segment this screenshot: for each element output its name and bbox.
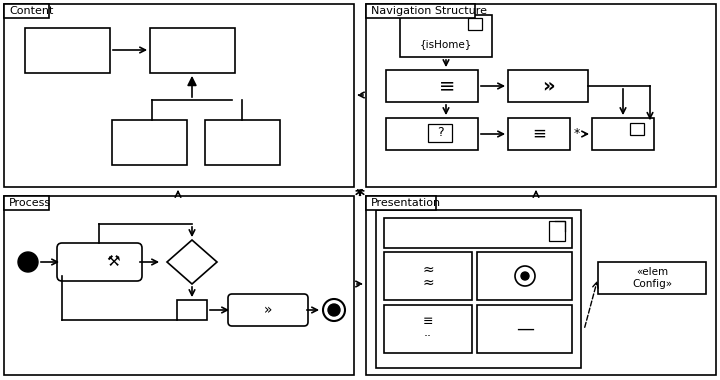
Circle shape [521,272,529,280]
Bar [366,4,716,187]
Bar [366,4,475,18]
Text: {isHome}: {isHome} [420,39,472,49]
Bar [386,70,478,102]
Polygon shape [167,240,217,284]
Text: ≡: ≡ [438,76,455,95]
Circle shape [18,252,38,272]
Bar [177,300,207,320]
Bar [384,218,572,248]
Text: »: » [541,76,554,95]
Text: ≡
··: ≡ ·· [423,315,433,343]
Bar [205,120,280,165]
Bar [477,252,572,300]
Text: Process: Process [9,198,51,208]
Bar [384,252,472,300]
Circle shape [515,266,535,286]
Bar [25,28,110,73]
Bar [112,120,187,165]
Bar [508,118,570,150]
Text: ≡: ≡ [532,125,546,143]
FancyBboxPatch shape [57,243,142,281]
Text: Content: Content [9,6,53,16]
Bar [384,305,472,353]
Bar [366,196,436,210]
Bar [4,196,49,210]
Text: ?: ? [437,127,444,139]
Bar [508,70,588,102]
Bar [468,18,482,30]
Bar [150,28,235,73]
Bar [400,15,492,57]
Bar [376,210,581,368]
Text: ⚒: ⚒ [106,255,120,269]
Bar [598,262,706,294]
Bar [592,118,654,150]
Text: «elem
Config»: «elem Config» [632,267,672,289]
Circle shape [323,299,345,321]
Text: *: * [574,128,580,141]
Text: »: » [264,303,272,317]
Bar [630,123,644,135]
FancyBboxPatch shape [228,294,308,326]
Bar [366,196,716,375]
Bar [4,196,354,375]
Bar [4,4,49,18]
Text: Navigation Structure: Navigation Structure [371,6,487,16]
Text: ≈
≈: ≈ ≈ [422,263,434,290]
Text: Presentation: Presentation [371,198,441,208]
Bar [549,221,565,241]
Text: —: — [516,320,534,338]
Bar [386,118,478,150]
Bar [428,124,452,142]
Circle shape [328,304,340,316]
Bar [4,4,354,187]
Bar [477,305,572,353]
